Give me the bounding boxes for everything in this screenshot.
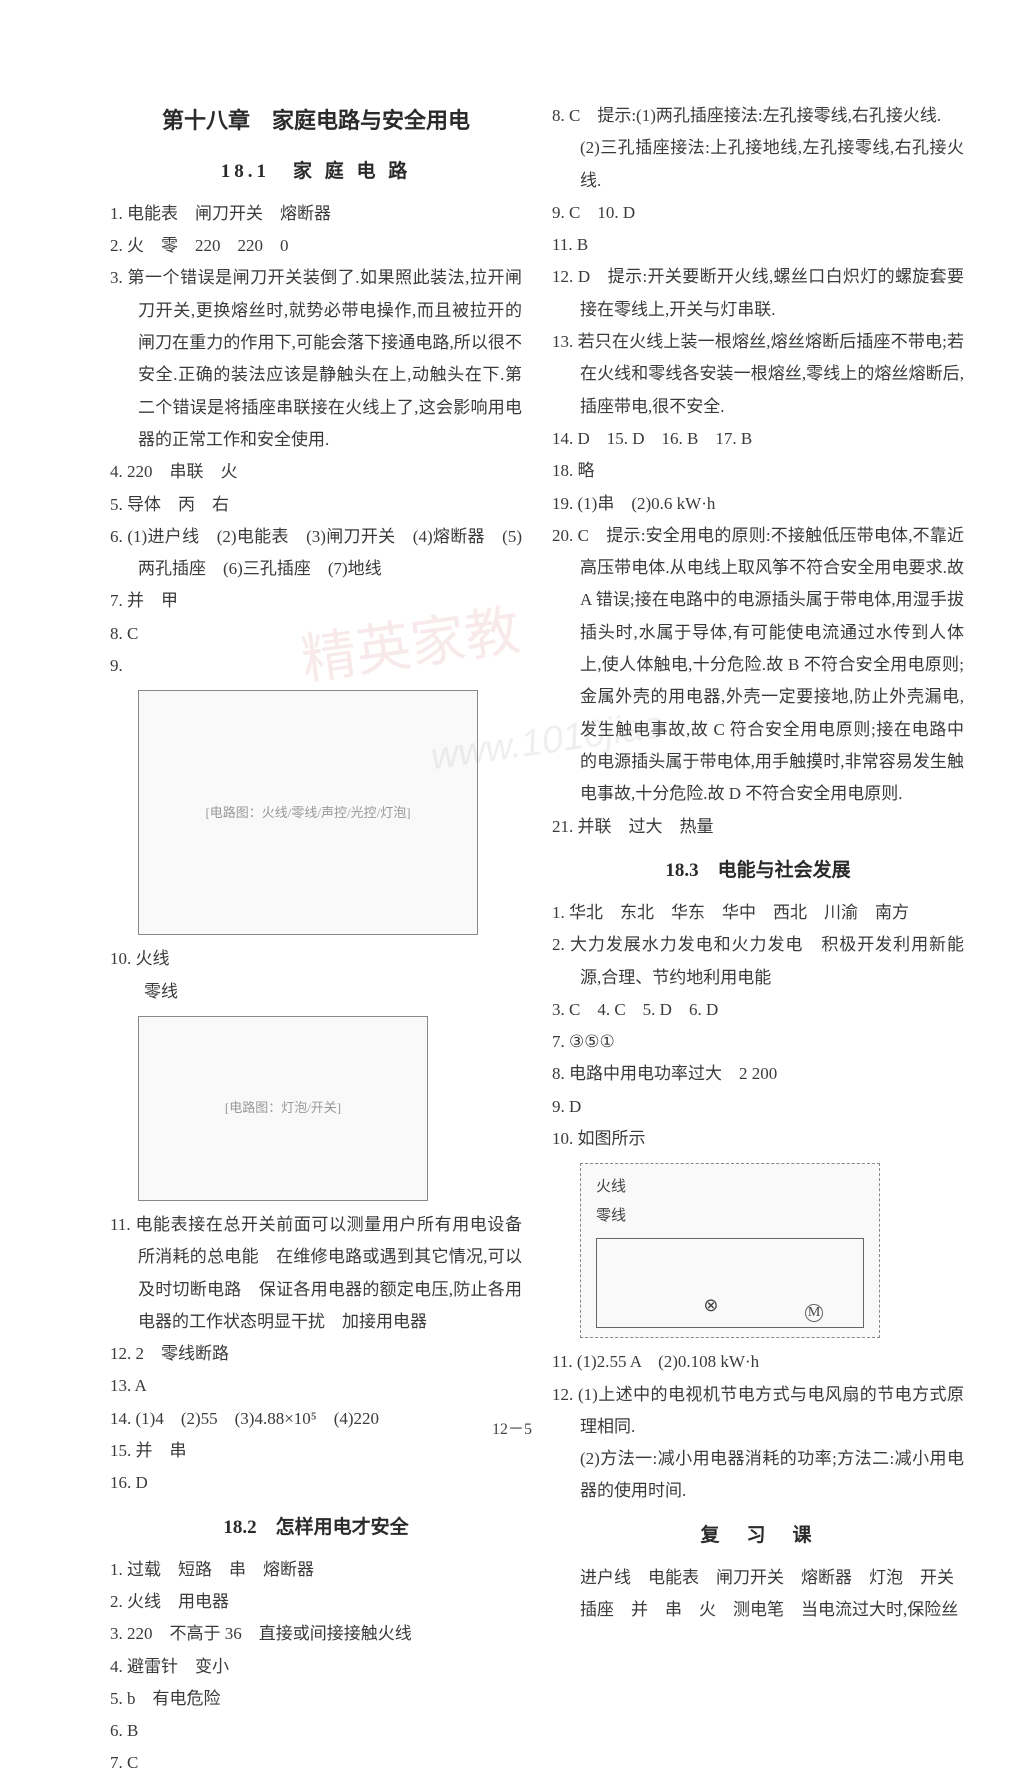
answer-item: 9. <box>110 650 522 682</box>
answer-item: 5. b 有电危险 <box>110 1683 522 1715</box>
answer-item: 10. 火线 <box>110 943 522 975</box>
review-line: 进户线 电能表 闸刀开关 熔断器 灯泡 开关 <box>552 1562 964 1594</box>
answer-item: 14. (1)4 (2)55 (3)4.88×10⁵ (4)220 <box>110 1403 522 1435</box>
answer-item: 9. D <box>552 1091 964 1123</box>
diagram-zero-line: 零线 <box>596 1202 864 1231</box>
right-column: 8. C 提示:(1)两孔插座接法:左孔接零线,右孔接火线. (2)三孔插座接法… <box>552 100 964 1419</box>
answer-item: 11. (1)2.55 A (2)0.108 kW·h <box>552 1346 964 1378</box>
answer-item: 13. 若只在火线上装一根熔丝,熔丝熔断后插座不带电;若在火线和零线各安装一根熔… <box>552 326 964 423</box>
review-line: 插座 并 串 火 测电笔 当电流过大时,保险丝 <box>552 1594 964 1626</box>
page-number: 12－5 <box>492 1415 532 1439</box>
answer-item: 3. 220 不高于 36 直接或间接接触火线 <box>110 1618 522 1650</box>
answer-item: 16. D <box>110 1467 522 1499</box>
answer-item: 1. 过载 短路 串 熔断器 <box>110 1554 522 1586</box>
answer-item: 8. C 提示:(1)两孔插座接法:左孔接零线,右孔接火线. <box>552 100 964 132</box>
answer-item: 5. 导体 丙 右 <box>110 489 522 521</box>
answer-item: 15. 并 串 <box>110 1435 522 1467</box>
answer-item: 3. C 4. C 5. D 6. D <box>552 994 964 1026</box>
section-18-1-title: 18.1 家 庭 电 路 <box>110 154 522 190</box>
answer-item: 6. B <box>110 1715 522 1747</box>
circuit-diagram-9: [电路图：火线/零线/声控/光控/灯泡] <box>138 690 478 935</box>
answer-item: 13. A <box>110 1370 522 1402</box>
section-18-3-title: 18.3 电能与社会发展 <box>552 853 964 889</box>
answer-item: 2. 火 零 220 220 0 <box>110 230 522 262</box>
answer-item: 7. C <box>110 1747 522 1779</box>
answer-item: 12. 2 零线断路 <box>110 1338 522 1370</box>
left-column: 第十八章 家庭电路与安全用电 18.1 家 庭 电 路 1. 电能表 闸刀开关 … <box>110 100 522 1419</box>
answer-sub: (2)方法一:减小用电器消耗的功率;方法二:减小用电器的使用时间. <box>552 1443 964 1508</box>
answer-item: 1. 电能表 闸刀开关 熔断器 <box>110 198 522 230</box>
chapter-title: 第十八章 家庭电路与安全用电 <box>110 100 522 142</box>
section-18-2-title: 18.2 怎样用电才安全 <box>110 1510 522 1546</box>
circuit-diagram-10: [电路图：灯泡/开关] <box>138 1016 428 1201</box>
answer-item: 19. (1)串 (2)0.6 kW·h <box>552 488 964 520</box>
answer-item: 4. 220 串联 火 <box>110 456 522 488</box>
answer-item: 4. 避雷针 变小 <box>110 1651 522 1683</box>
circuit-diagram-r10: 火线 零线 ⊗ M <box>580 1163 880 1338</box>
diagram-fire-line: 火线 <box>596 1173 864 1202</box>
answer-item: 11. B <box>552 229 964 261</box>
answer-item: 10. 如图所示 <box>552 1123 964 1155</box>
answer-item: 零线 <box>110 976 522 1008</box>
answer-item: 9. C 10. D <box>552 197 964 229</box>
answer-item: 7. ③⑤① <box>552 1026 964 1058</box>
answer-item: 7. 并 甲 <box>110 585 522 617</box>
answer-item: 3. 第一个错误是闸刀开关装倒了.如果照此装法,拉开闸刀开关,更换熔丝时,就势必… <box>110 262 522 456</box>
answer-item: 8. 电路中用电功率过大 2 200 <box>552 1058 964 1090</box>
review-title: 复 习 课 <box>552 1518 964 1554</box>
answer-item: 6. (1)进户线 (2)电能表 (3)闸刀开关 (4)熔断器 (5)两孔插座 … <box>110 521 522 586</box>
answer-item: 2. 大力发展水力发电和火力发电 积极开发利用新能源,合理、节约地利用电能 <box>552 929 964 994</box>
answer-sub: (2)三孔插座接法:上孔接地线,左孔接零线,右孔接火线. <box>552 132 964 197</box>
answer-item: 12. (1)上述中的电视机节电方式与电风扇的节电方式原理相同. <box>552 1379 964 1444</box>
answer-item: 2. 火线 用电器 <box>110 1586 522 1618</box>
answer-item: 21. 并联 过大 热量 <box>552 811 964 843</box>
answer-item: 11. 电能表接在总开关前面可以测量用户所有用电设备所消耗的总电能 在维修电路或… <box>110 1209 522 1338</box>
answer-item: 14. D 15. D 16. B 17. B <box>552 423 964 455</box>
answer-item: 18. 略 <box>552 455 964 487</box>
answer-item: 12. D 提示:开关要断开火线,螺丝口白炽灯的螺旋套要接在零线上,开关与灯串联… <box>552 261 964 326</box>
answer-item: 20. C 提示:安全用电的原则:不接触低压带电体,不靠近高压带电体.从电线上取… <box>552 520 964 811</box>
answer-item: 1. 华北 东北 华东 华中 西北 川渝 南方 <box>552 897 964 929</box>
answer-item: 8. C <box>110 618 522 650</box>
